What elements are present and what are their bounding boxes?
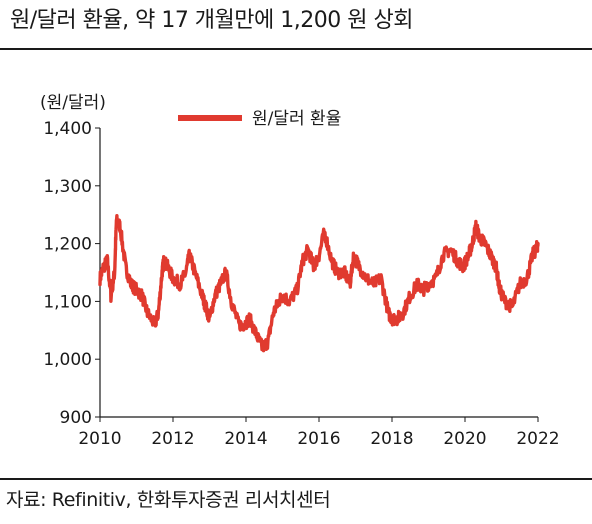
y-tick-label: 900: [60, 408, 92, 428]
source-note: 자료: Refinitiv, 한화투자증권 리서치센터: [6, 489, 331, 511]
source-divider: [0, 478, 592, 480]
x-tick-label: 2022: [516, 429, 559, 449]
x-tick-label: 2020: [443, 429, 486, 449]
x-tick-label: 2014: [224, 429, 267, 449]
title-divider: [0, 48, 592, 50]
y-tick-label: 1,200: [43, 235, 92, 255]
exchange-rate-chart: (원/달러) 원/달러 환율 900 1,000 1,100 1,200 1,300 1,…: [40, 93, 560, 449]
y-tick-label: 1,300: [43, 177, 92, 197]
legend-label: 원/달러 환율: [252, 109, 341, 129]
y-axis-label: (원/달러): [40, 93, 106, 113]
x-tick-label: 2016: [297, 429, 340, 449]
series-line: [98, 213, 540, 353]
axes: 900 1,000 1,100 1,200 1,300 1,400 2010 2012 2014…: [43, 119, 559, 449]
x-tick-label: 2018: [370, 429, 413, 449]
x-tick-label: 2012: [151, 429, 194, 449]
y-tick-label: 1,000: [43, 350, 92, 370]
y-tick-label: 1,400: [43, 119, 92, 139]
chart-title: 원/달러 환율, 약 17 개월만에 1,200 원 상회: [10, 8, 413, 33]
plot-area: [98, 213, 540, 353]
legend: 원/달러 환율: [178, 109, 341, 129]
y-tick-label: 1,100: [43, 292, 92, 312]
x-tick-label: 2010: [78, 429, 121, 449]
